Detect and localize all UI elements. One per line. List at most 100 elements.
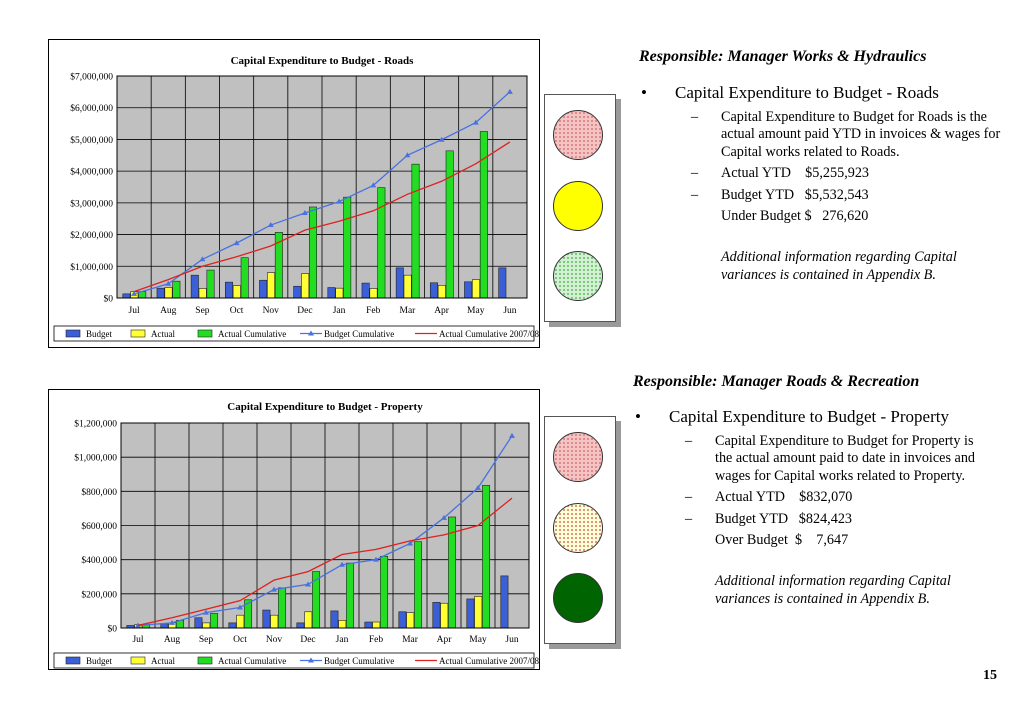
red-lamp — [553, 432, 603, 482]
sub-item-variance: Over Budget $ 7,647 — [633, 532, 1009, 549]
bar-actual — [164, 287, 173, 299]
chart-title: Capital Expenditure to Budget - Property — [227, 401, 423, 413]
bar-actual — [267, 272, 275, 299]
roads-chart-svg: Capital Expenditure to Budget - Roads $0 $… — [53, 55, 539, 342]
line-actual-cumulative-2007-08 — [133, 141, 511, 293]
bar-actual — [474, 596, 483, 629]
budget-cumulative-marker — [509, 432, 515, 438]
bar-actual — [202, 622, 211, 629]
legend-label: Actual Cumulative — [218, 656, 286, 666]
x-tick-label: Jul — [132, 635, 143, 645]
bar-actual-cumulative — [210, 613, 219, 629]
x-tick-label: Aug — [160, 306, 177, 316]
bar-actual — [301, 273, 310, 299]
x-tick-label: Dec — [297, 306, 312, 316]
x-tick-label: May — [467, 306, 485, 316]
sub-item-budget: – Budget YTD $824,423 — [633, 511, 1009, 528]
y-tick-label: $7,000,000 — [70, 72, 113, 83]
chart-title: Capital Expenditure to Budget - Roads — [231, 55, 415, 67]
bar-actual — [236, 614, 245, 629]
sub-item-budget: – Budget YTD $5,532,543 — [639, 187, 1009, 204]
legend-label: Actual — [151, 656, 175, 666]
legend-swatch — [197, 656, 213, 665]
budget-cumulative-marker — [373, 556, 379, 562]
budget-ytd: Budget YTD $5,532,543 — [721, 186, 869, 203]
bullet-heading: Capital Expenditure to Budget - Property — [669, 407, 949, 426]
bar-actual — [338, 620, 347, 629]
budget-ytd: Budget YTD $824,423 — [715, 510, 853, 527]
y-tick-label: $400,000 — [81, 555, 117, 566]
bar-actual — [406, 612, 415, 629]
y-tick-label: $200,000 — [81, 589, 117, 600]
bar-budget — [330, 610, 339, 629]
y-tick-label: $0 — [104, 294, 114, 305]
x-tick-label: Nov — [263, 306, 280, 316]
responsible-label: Responsible — [633, 373, 713, 390]
x-tick-label: Jan — [333, 306, 346, 316]
budget-cumulative-marker — [441, 514, 447, 520]
legend-marker — [308, 330, 314, 336]
x-tick-label: Oct — [230, 306, 244, 316]
bar-actual — [372, 621, 381, 629]
bullet-symbol: • — [635, 407, 641, 426]
bar-actual-cumulative — [411, 163, 420, 299]
page-number: 15 — [983, 668, 997, 683]
budget-cumulative-marker — [438, 136, 445, 142]
x-tick-label: Apr — [437, 635, 453, 645]
bar-actual-cumulative — [206, 269, 215, 299]
y-tick-label: $3,000,000 — [70, 198, 113, 209]
sub-item-variance: Under Budget $ 276,620 — [639, 208, 1009, 225]
bar-budget — [262, 609, 271, 629]
sub-item-actual: – Actual YTD $832,070 — [633, 489, 1009, 506]
description-text: Capital Expenditure to Budget for Proper… — [715, 433, 976, 484]
bullet-item: • Capital Expenditure to Budget - Roads — [639, 83, 1009, 103]
y-tick-label: $1,000,000 — [74, 453, 117, 464]
bar-budget — [395, 267, 404, 299]
green-lamp — [553, 251, 603, 301]
y-tick-label: $1,200,000 — [74, 419, 117, 430]
responsible-label: Responsible — [639, 48, 719, 65]
y-tick-label: $5,000,000 — [70, 135, 113, 146]
variance-text: Under Budget $ 276,620 — [721, 208, 869, 225]
bar-budget — [160, 623, 169, 629]
bullet-item: • Capital Expenditure to Budget - Proper… — [633, 407, 1009, 427]
x-tick-label: Sep — [199, 635, 214, 645]
bar-budget — [156, 287, 165, 299]
red-lamp — [553, 110, 603, 160]
budget-cumulative-marker — [336, 198, 343, 204]
bar-actual-cumulative — [414, 541, 423, 629]
bar-actual — [198, 288, 207, 299]
bar-budget — [224, 281, 233, 299]
responsible-line: Responsible: Manager Works & Hydraulics — [639, 48, 1009, 66]
bar-actual-cumulative — [445, 150, 454, 299]
legend-label: Actual Cumulative 2007/08 — [439, 329, 539, 339]
budget-cumulative-marker — [506, 88, 513, 94]
legend-box — [53, 325, 535, 342]
budget-cumulative-marker — [203, 609, 209, 615]
amber-lamp — [553, 503, 603, 553]
y-tick-label: $800,000 — [81, 487, 117, 498]
bar-actual-cumulative — [377, 187, 386, 299]
bar-budget — [327, 287, 336, 299]
bar-budget — [361, 282, 370, 299]
dash-symbol: – — [691, 186, 699, 203]
bullet-symbol: • — [641, 83, 647, 102]
y-tick-label: $1,000,000 — [70, 262, 113, 273]
property-chart: Capital Expenditure to Budget - Property… — [48, 389, 540, 670]
dash-symbol: – — [685, 489, 693, 506]
property-traffic-light — [544, 416, 616, 644]
variance-text: Over Budget $ 7,647 — [715, 532, 849, 549]
bar-budget — [122, 293, 131, 299]
budget-cumulative-marker — [472, 119, 479, 125]
bar-budget — [296, 622, 305, 629]
responsible-value: : Manager Works & Hydraulics — [718, 48, 927, 65]
appendix-note: Additional information regarding Capital… — [715, 573, 951, 607]
x-tick-label: Jun — [503, 306, 516, 316]
roads-text-panel: Responsible: Manager Works & Hydraulics … — [639, 48, 1009, 284]
plot-border — [120, 422, 530, 629]
bar-actual-cumulative — [240, 257, 249, 299]
bar-actual — [369, 288, 378, 299]
budget-cumulative-marker — [475, 484, 481, 490]
budget-cumulative-marker — [407, 540, 413, 546]
line-actual-cumulative-2007-08 — [137, 497, 513, 627]
